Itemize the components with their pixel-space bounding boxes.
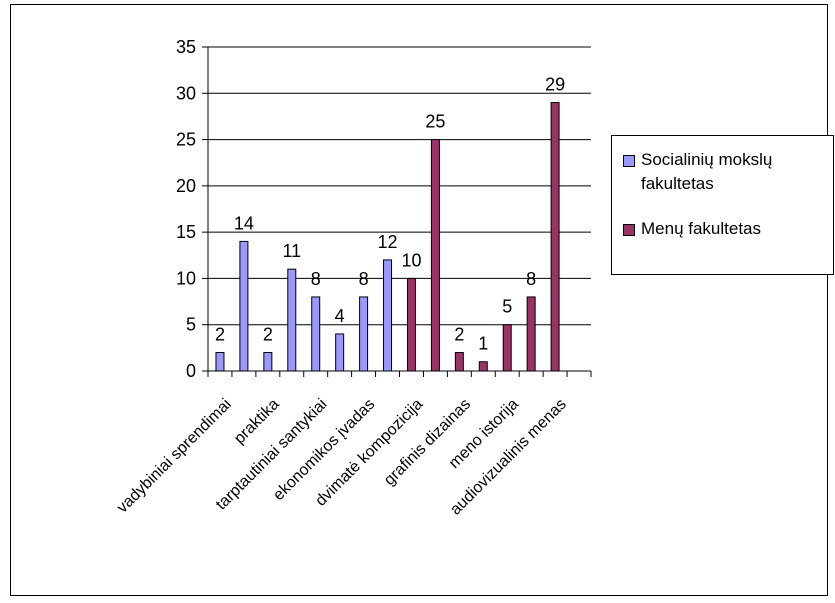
bar bbox=[263, 351, 273, 372]
bar bbox=[454, 351, 464, 372]
legend-swatch-arts bbox=[623, 224, 635, 236]
bar bbox=[478, 361, 488, 372]
bar bbox=[239, 240, 249, 372]
legend-item-arts: Menų fakultetas bbox=[623, 217, 831, 241]
legend-label-social: Socialinių mokslų fakultetas bbox=[641, 150, 773, 193]
bar bbox=[406, 277, 416, 372]
y-tick-label: 10 bbox=[176, 268, 196, 288]
data-label: 11 bbox=[282, 241, 301, 261]
y-tick-label: 20 bbox=[176, 176, 196, 196]
legend: Socialinių mokslų fakultetas Menų fakult… bbox=[611, 135, 834, 275]
data-label: 4 bbox=[335, 306, 345, 326]
data-label: 14 bbox=[234, 213, 254, 233]
legend-label-arts: Menų fakultetas bbox=[641, 219, 762, 238]
y-tick-label: 35 bbox=[176, 37, 196, 57]
bar bbox=[383, 259, 393, 372]
bar bbox=[311, 296, 321, 372]
data-label: 25 bbox=[425, 112, 445, 132]
bar bbox=[430, 139, 440, 372]
data-label: 1 bbox=[478, 334, 488, 354]
data-label: 8 bbox=[359, 269, 369, 289]
chart-area bbox=[10, 4, 828, 596]
y-tick-label: 0 bbox=[186, 361, 196, 381]
bar bbox=[550, 102, 560, 372]
y-tick-label: 15 bbox=[176, 222, 196, 242]
bar bbox=[526, 296, 536, 372]
y-tick-label: 5 bbox=[186, 315, 196, 335]
x-category-label: grafinis dizainas bbox=[381, 396, 474, 489]
data-label: 2 bbox=[454, 324, 464, 344]
data-label: 8 bbox=[311, 269, 321, 289]
bar bbox=[502, 324, 512, 372]
legend-item-social: Socialinių mokslų fakultetas bbox=[623, 148, 831, 196]
bar bbox=[215, 351, 225, 372]
y-tick-label: 30 bbox=[176, 83, 196, 103]
bar bbox=[359, 296, 369, 372]
y-tick-label: 25 bbox=[176, 130, 196, 150]
bar bbox=[287, 268, 297, 372]
data-label: 2 bbox=[215, 324, 225, 344]
data-label: 12 bbox=[378, 232, 398, 252]
data-label: 10 bbox=[401, 250, 421, 270]
data-label: 2 bbox=[263, 324, 273, 344]
data-label: 8 bbox=[526, 269, 536, 289]
legend-swatch-social bbox=[623, 155, 635, 167]
bar bbox=[335, 333, 345, 372]
data-label: 29 bbox=[545, 75, 565, 95]
data-label: 5 bbox=[502, 297, 512, 317]
